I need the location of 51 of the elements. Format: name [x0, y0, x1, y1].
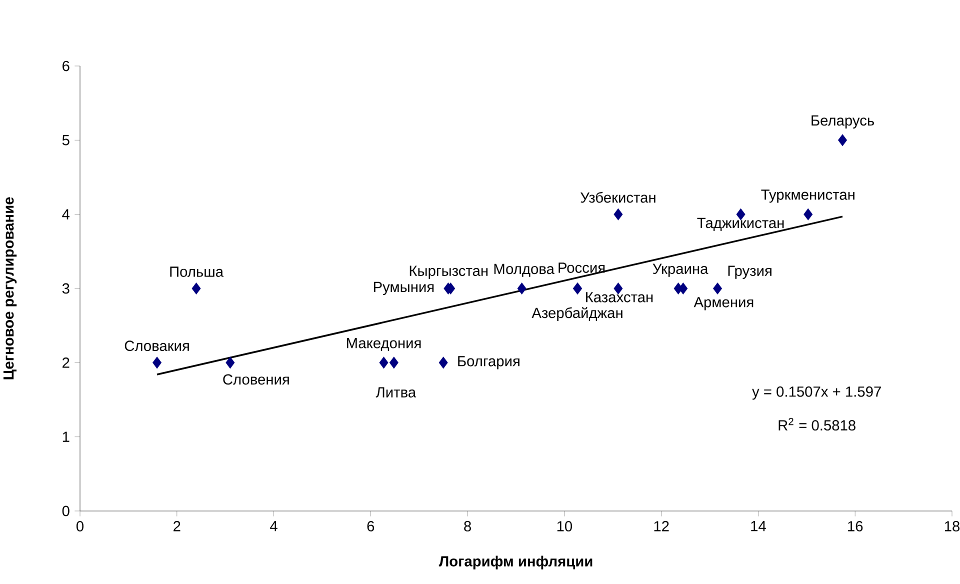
x-axis-title: Логарифм инфляции: [438, 556, 592, 570]
y-axis-title: Цегновое регулирование: [4, 197, 17, 380]
annotation: Туркменистан: [761, 190, 854, 203]
annotation: Узбекистан: [580, 192, 656, 203]
point: [804, 208, 813, 220]
x-tick-label: 8: [464, 521, 471, 532]
annotation: Украина: [652, 264, 708, 277]
point: [614, 208, 623, 220]
point: [838, 134, 847, 146]
y-tick-label: 1: [62, 432, 70, 442]
annotation: Таджикистан: [697, 218, 784, 231]
annotation: Армения: [694, 297, 754, 310]
x-tick-label: 0: [76, 521, 84, 532]
point: [192, 282, 201, 294]
annotation: Азербайджан: [532, 307, 622, 322]
point: [226, 356, 235, 369]
point: [438, 356, 448, 369]
point: [389, 356, 398, 369]
y-tick-label: 4: [62, 209, 70, 220]
x-tick-label: 10: [557, 521, 572, 532]
x-tick-label: 2: [174, 521, 180, 532]
point: [152, 356, 162, 369]
annotation: Словения: [223, 374, 289, 385]
annotation: Грузия: [728, 266, 772, 279]
x-tick-label: 14: [751, 521, 766, 532]
y-tick-label: 3: [62, 283, 70, 294]
annotation: Болгария: [458, 356, 520, 370]
annotation: Словакия: [124, 340, 189, 352]
y-tick-label: 0: [62, 506, 70, 516]
annotation: Казахстан: [586, 292, 653, 302]
annotation: y = 0.1507x + 1.597: [752, 386, 881, 400]
x-tick-label: 12: [654, 521, 669, 532]
annotation: Россия: [558, 262, 605, 273]
annotation: Македония: [347, 338, 421, 352]
annotation: Молдова: [494, 264, 554, 277]
annotation: Литва: [376, 387, 416, 398]
point: [713, 282, 722, 294]
annotation: Кыргызстан: [410, 266, 488, 279]
point: [517, 282, 526, 294]
y-tick-label: 5: [62, 135, 70, 146]
x-tick-label: 6: [367, 521, 374, 532]
y-tick-label: 6: [62, 60, 70, 72]
x-tick-label: 18: [944, 521, 960, 532]
annotation: Румыния: [374, 282, 434, 296]
point: [379, 356, 388, 369]
y-tick-label: 2: [62, 358, 70, 368]
annotation: Беларусь: [812, 115, 874, 129]
x-tick-label: 4: [270, 521, 278, 532]
x-tick-label: 16: [848, 521, 863, 532]
annotation: R$^{2}$ = 0.5818: [778, 418, 856, 431]
annotation: Польша: [170, 266, 224, 277]
